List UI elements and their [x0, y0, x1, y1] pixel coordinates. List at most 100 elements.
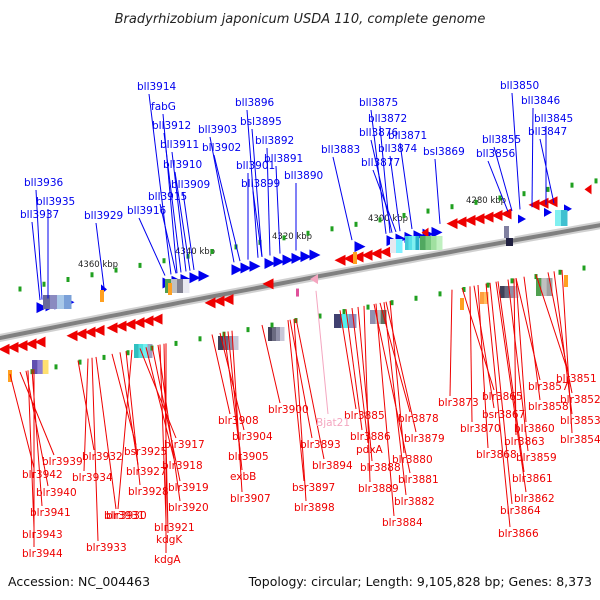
gene-label-text: pdxA	[356, 444, 384, 456]
forward-gene-arrow	[300, 251, 312, 263]
gene-label-bll3890: bll3890	[284, 170, 323, 251]
track-dot	[462, 287, 466, 293]
gene-label-kdga: kdgA	[154, 343, 181, 566]
track-dot	[42, 281, 46, 287]
gene-label-text: blr3878	[398, 413, 439, 425]
leader-line	[83, 358, 89, 472]
gene-label-bll3915: bll3915	[148, 191, 187, 274]
gene-label-text: bll3916	[127, 205, 167, 217]
gene-label-text: bll3901	[236, 160, 275, 172]
leader-line	[227, 331, 243, 471]
leader-line	[339, 310, 357, 410]
gene-label-bll3903: bll3903	[198, 124, 237, 263]
kbp-tick-label: 4320 kbp	[272, 232, 312, 242]
leader-line	[473, 285, 495, 409]
track-dot	[270, 322, 274, 328]
reverse-gene-arrow	[482, 211, 494, 223]
forward-gene-arrow	[544, 207, 552, 217]
gene-label-text: blr3939	[42, 456, 83, 468]
gene-label-blr3878: blr3878	[379, 302, 439, 425]
gene-label-text: bll3871	[388, 130, 427, 142]
reverse-gene-arrow	[213, 295, 225, 307]
gene-label-pdxa: pdxA	[351, 308, 384, 456]
reverse-gene-arrow	[66, 330, 78, 342]
gene-label-bll3855: bll3855	[482, 134, 521, 211]
gene-label-bll3929: bll3929	[84, 210, 123, 288]
expression-heatmap	[390, 239, 403, 253]
reverse-gene-arrow	[204, 297, 216, 309]
gene-label-text: bll3846	[521, 95, 561, 107]
gene-features	[0, 178, 598, 382]
gene-label-blr3866: blr3866	[485, 283, 539, 540]
leader-line	[515, 278, 541, 381]
kbp-tick-label: 4360 kbp	[78, 260, 118, 270]
gene-label-text: bll3891	[264, 153, 303, 165]
gene-label-text: bll3903	[198, 124, 237, 136]
track-dot	[450, 204, 454, 210]
gene-label-text: blr3927	[126, 466, 167, 478]
gene-label-text: bsr3897	[292, 482, 335, 494]
reverse-gene-arrow	[151, 313, 163, 325]
gene-label-blr3940: blr3940	[25, 370, 77, 499]
leader-line	[25, 370, 49, 487]
leader-line	[117, 349, 133, 510]
expression-heatmap	[504, 226, 515, 238]
gene-label-text: blr3905	[228, 451, 269, 463]
leader-line	[477, 284, 489, 449]
gene-label-text: kdgK	[156, 534, 183, 546]
reverse-gene-arrow	[334, 254, 346, 266]
track-dot	[210, 248, 214, 254]
gene-label-bll3937: bll3937	[20, 209, 59, 301]
gene-label-blr3918: blr3918	[145, 347, 203, 472]
reverse-gene-arrow	[421, 227, 429, 238]
leader-line	[275, 165, 281, 254]
track-dot	[90, 272, 94, 278]
gene-label-blr3939: blr3939	[19, 371, 83, 468]
leader-line	[487, 160, 509, 212]
leader-line	[289, 319, 313, 439]
forward-gene-arrow	[354, 241, 366, 253]
leader-line	[511, 92, 521, 210]
map-title: Bradyrhizobium japonicum USDA 110, compl…	[115, 12, 486, 27]
reverse-gene-arrow	[262, 278, 274, 290]
track-dot	[498, 195, 502, 201]
reverse-gene-arrow	[0, 343, 10, 355]
leader-line	[138, 217, 166, 276]
leader-line	[561, 269, 573, 434]
gene-label-blr3886: blr3886	[345, 309, 391, 443]
track-dot	[162, 258, 166, 264]
gene-label-text: blr3944	[22, 548, 63, 560]
gene-label-bsr3925: bsr3925	[111, 353, 167, 458]
gene-label-text: bll3877	[361, 157, 400, 169]
leader-line	[485, 283, 511, 528]
forward-gene-arrow	[291, 252, 303, 264]
gene-label-text: blr3863	[504, 436, 545, 448]
leader-line	[213, 154, 241, 262]
gene-label-text: blr3862	[514, 493, 555, 505]
track-dot	[138, 262, 142, 268]
gene-label-bll3902: bll3902	[202, 142, 241, 262]
leader-line	[163, 132, 182, 273]
reverse-gene-arrow	[343, 253, 355, 265]
gene-label-text: bsr3925	[124, 446, 167, 458]
track-dot	[114, 267, 118, 273]
reverse-gene-arrow	[379, 246, 391, 258]
leader-line	[373, 303, 411, 474]
gene-label-bll3912: bll3912	[152, 120, 191, 273]
gene-marker	[168, 283, 172, 295]
gene-label-bsr3897: bsr3897	[287, 320, 335, 494]
reverse-gene-arrow	[106, 322, 118, 334]
gene-label-text: blr3934	[72, 472, 113, 484]
leader-line	[389, 155, 401, 232]
forward-gene-arrow	[518, 214, 526, 224]
gene-label-blr3862: blr3862	[495, 281, 555, 505]
gene-label-blr3920: blr3920	[157, 344, 209, 514]
track-dot	[354, 221, 358, 227]
gene-label-blr3900: blr3900	[261, 324, 309, 416]
leader-line	[345, 309, 363, 431]
leader-line	[157, 344, 181, 502]
reverse-gene-arrow	[7, 341, 19, 353]
gene-label-text: bll3875	[359, 97, 398, 109]
gene-label-text: blr3859	[516, 452, 557, 464]
leader-line	[159, 203, 177, 274]
